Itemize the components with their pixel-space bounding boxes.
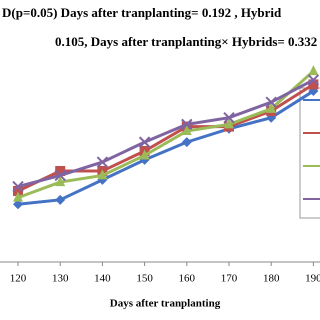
marker: [139, 149, 150, 160]
marker: [55, 176, 66, 187]
marker: [13, 199, 23, 210]
marker: [55, 165, 66, 176]
marker: [13, 185, 23, 196]
chart-title: D(p=0.05) Days after tranplanting= 0.192…: [2, 5, 282, 20]
x-axis-label: Days after tranplanting: [110, 298, 221, 310]
x-tick-label: 150: [136, 273, 153, 285]
chart-subtitle: 0.105, Days after tranplanting× Hybrids=…: [55, 34, 317, 49]
marker: [54, 169, 66, 182]
marker: [97, 169, 108, 180]
marker: [12, 180, 24, 193]
x-tick-label: 190: [305, 273, 320, 285]
marker: [224, 118, 234, 129]
x-tick-label: 170: [221, 273, 238, 285]
series-line: [17, 69, 315, 200]
marker: [181, 137, 192, 148]
x-tick-label: 130: [52, 273, 69, 285]
x-tick-label: 140: [94, 273, 111, 285]
marker: [55, 194, 66, 205]
marker: [266, 102, 277, 113]
marker: [138, 136, 151, 148]
marker: [181, 125, 192, 136]
marker: [96, 156, 109, 168]
marker: [181, 118, 193, 131]
marker: [265, 96, 277, 108]
marker: [308, 79, 319, 90]
marker: [308, 65, 319, 76]
x-tick-label: 120: [10, 273, 27, 285]
x-tick-label: 180: [263, 273, 280, 285]
series-line: [17, 78, 315, 188]
marker: [13, 191, 23, 202]
series-line: [17, 89, 315, 206]
marker: [307, 74, 320, 86]
marker: [223, 111, 235, 124]
series-line: [17, 83, 315, 193]
x-tick-label: 160: [179, 273, 196, 285]
